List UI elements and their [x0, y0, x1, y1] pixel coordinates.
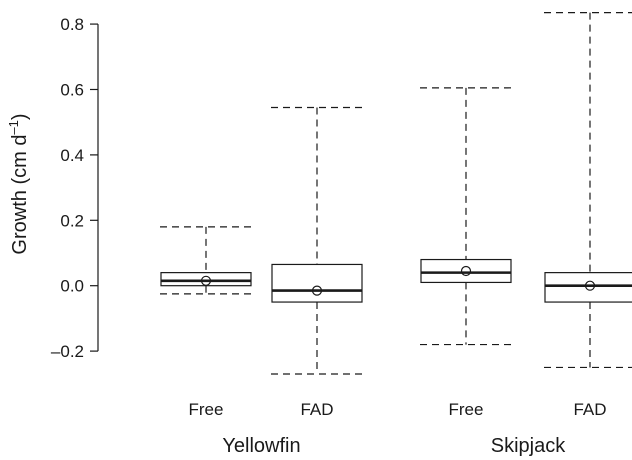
y-axis-title: Growth (cm d–1): [6, 113, 31, 254]
box-skipjack-free: [420, 87, 512, 346]
mean-marker: [584, 280, 596, 291]
category-label: FAD: [573, 400, 606, 419]
y-tick-label: 0.2: [60, 211, 84, 230]
y-tick-label: –0.2: [51, 342, 84, 361]
group-label: Yellowfin: [222, 435, 300, 457]
mean-marker: [311, 285, 323, 296]
box-yellowfin-free: [160, 226, 252, 295]
box-yellowfin-fad: [271, 106, 363, 375]
category-label: Free: [189, 400, 224, 419]
y-axis: –0.2 0.0 0.2 0.4 0.6 0.8: [51, 15, 99, 361]
category-label: Free: [449, 400, 484, 419]
svg-text:Growth (cm d–1): Growth (cm d–1): [6, 113, 31, 254]
y-axis-title-close: ): [9, 113, 31, 120]
group-label: Skipjack: [491, 435, 566, 457]
box-iqr: [271, 263, 363, 303]
box-iqr: [160, 272, 252, 287]
mean-marker: [460, 265, 472, 277]
y-tick-label: 0.6: [60, 80, 84, 99]
y-tick-label: 0.0: [60, 277, 84, 296]
y-axis-title-superscript: –1: [6, 120, 21, 134]
y-tick-label: 0.8: [60, 15, 84, 34]
mean-marker: [200, 275, 212, 286]
box-iqr: [420, 258, 512, 284]
boxes-layer: [160, 12, 632, 375]
box-iqr: [544, 272, 632, 303]
box-skipjack-fad: [544, 12, 632, 369]
y-axis-title-text: Growth (cm d: [9, 135, 31, 255]
category-label: FAD: [300, 400, 333, 419]
y-tick-label: 0.4: [60, 146, 84, 165]
